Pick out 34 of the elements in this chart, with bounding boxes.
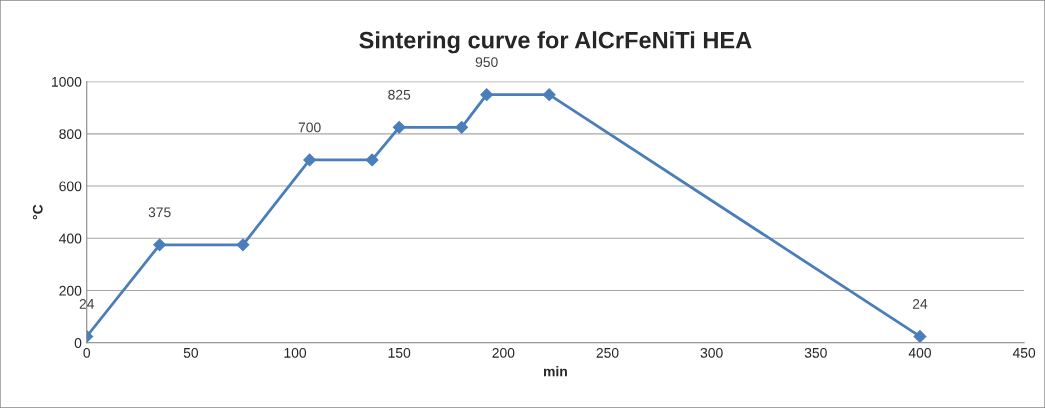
data-label: 24: [79, 298, 95, 309]
y-tick-label: 200: [59, 285, 82, 296]
data-label: 375: [148, 207, 171, 218]
data-label: 24: [912, 298, 928, 309]
x-tick-label: 100: [284, 347, 307, 358]
data-label: 825: [388, 89, 411, 100]
y-tick-label: 400: [59, 233, 82, 244]
chart-title: Sintering curve for AlCrFeNiTi HEA: [359, 31, 752, 54]
point: [542, 88, 556, 102]
y-axis-title: °C: [32, 204, 43, 220]
x-tick-label: 200: [492, 347, 515, 358]
x-tick-label: 50: [183, 347, 199, 358]
y-tick-label: 800: [59, 129, 82, 139]
x-tick-label: 250: [596, 347, 619, 358]
x-tick-label: 300: [700, 347, 723, 358]
y-tick-label: 0: [74, 338, 82, 348]
point: [365, 153, 379, 167]
y-tick-label: 600: [59, 181, 82, 192]
point: [480, 88, 494, 102]
point: [153, 238, 167, 252]
point: [913, 330, 927, 343]
data-label: 700: [298, 122, 321, 133]
data-label: 950: [475, 57, 498, 68]
y-tick-label: 1000: [52, 76, 82, 87]
point: [455, 120, 469, 134]
point: [236, 238, 250, 252]
x-tick-label: 450: [1012, 347, 1036, 358]
point: [303, 153, 317, 167]
point: [392, 120, 406, 134]
x-tick-label: 150: [388, 347, 411, 358]
x-tick-label: 350: [804, 347, 827, 358]
x-tick-label: 0: [83, 347, 91, 358]
x-tick-label: 400: [908, 347, 931, 358]
x-axis-title: min: [543, 366, 567, 377]
